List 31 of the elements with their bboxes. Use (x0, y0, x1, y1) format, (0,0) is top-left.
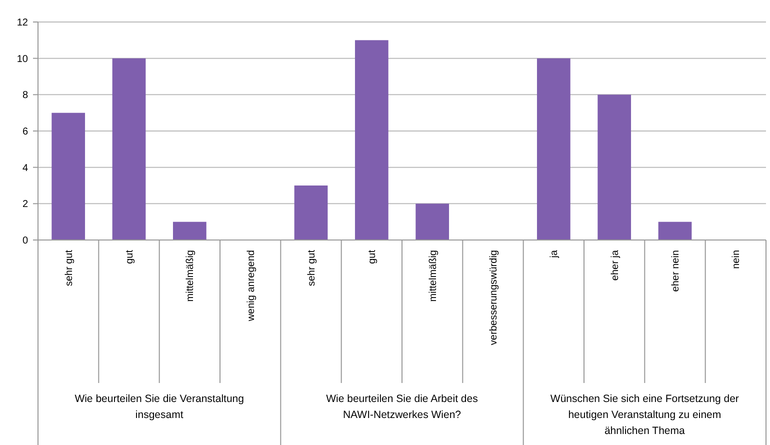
bar (658, 222, 692, 240)
text: Wie beurteilen Sie die Veranstaltung insgesamt (74, 393, 244, 421)
bar (598, 94, 632, 240)
x-tick-label: nein (731, 250, 742, 269)
y-tick-label: 0 (22, 236, 28, 246)
x-tick-label: mittelmäßig (428, 250, 439, 302)
x-tick-label: gut (367, 250, 378, 264)
y-tick-label: 8 (22, 90, 28, 102)
y-tick-label: 4 (22, 162, 28, 174)
bar (294, 186, 328, 240)
y-tick-label: 12 (16, 18, 28, 28)
x-tick-label: sehr gut (306, 250, 318, 286)
x-tick-label: eher ja (610, 250, 621, 281)
text: Wünschen Sie sich eine Fortsetzung der heutigen Veranstaltung zu einem ähnlichen Thema (550, 393, 740, 437)
x-tick-label: verbesserungswürdig (488, 250, 500, 346)
bar (416, 204, 450, 240)
x-tick-label: sehr gut (64, 250, 75, 286)
x-tick-label: ja (549, 250, 560, 259)
y-tick-label: 2 (22, 199, 28, 210)
bar (112, 58, 146, 240)
y-tick-label: 6 (22, 126, 28, 138)
x-tick-label: gut (124, 250, 136, 264)
bar (52, 112, 86, 240)
bar (354, 40, 388, 240)
x-tick-label: wenig anregend (246, 250, 257, 322)
x-tick-label: eher nein (670, 250, 682, 292)
bar (172, 222, 206, 240)
y-tick-label: 10 (16, 54, 28, 65)
bar (536, 58, 570, 240)
x-tick-label: mittelmäßig (185, 250, 196, 302)
text: Wie beurteilen Sie die Arbeit des NAWI-Netzwerkes Wien? (326, 393, 478, 421)
